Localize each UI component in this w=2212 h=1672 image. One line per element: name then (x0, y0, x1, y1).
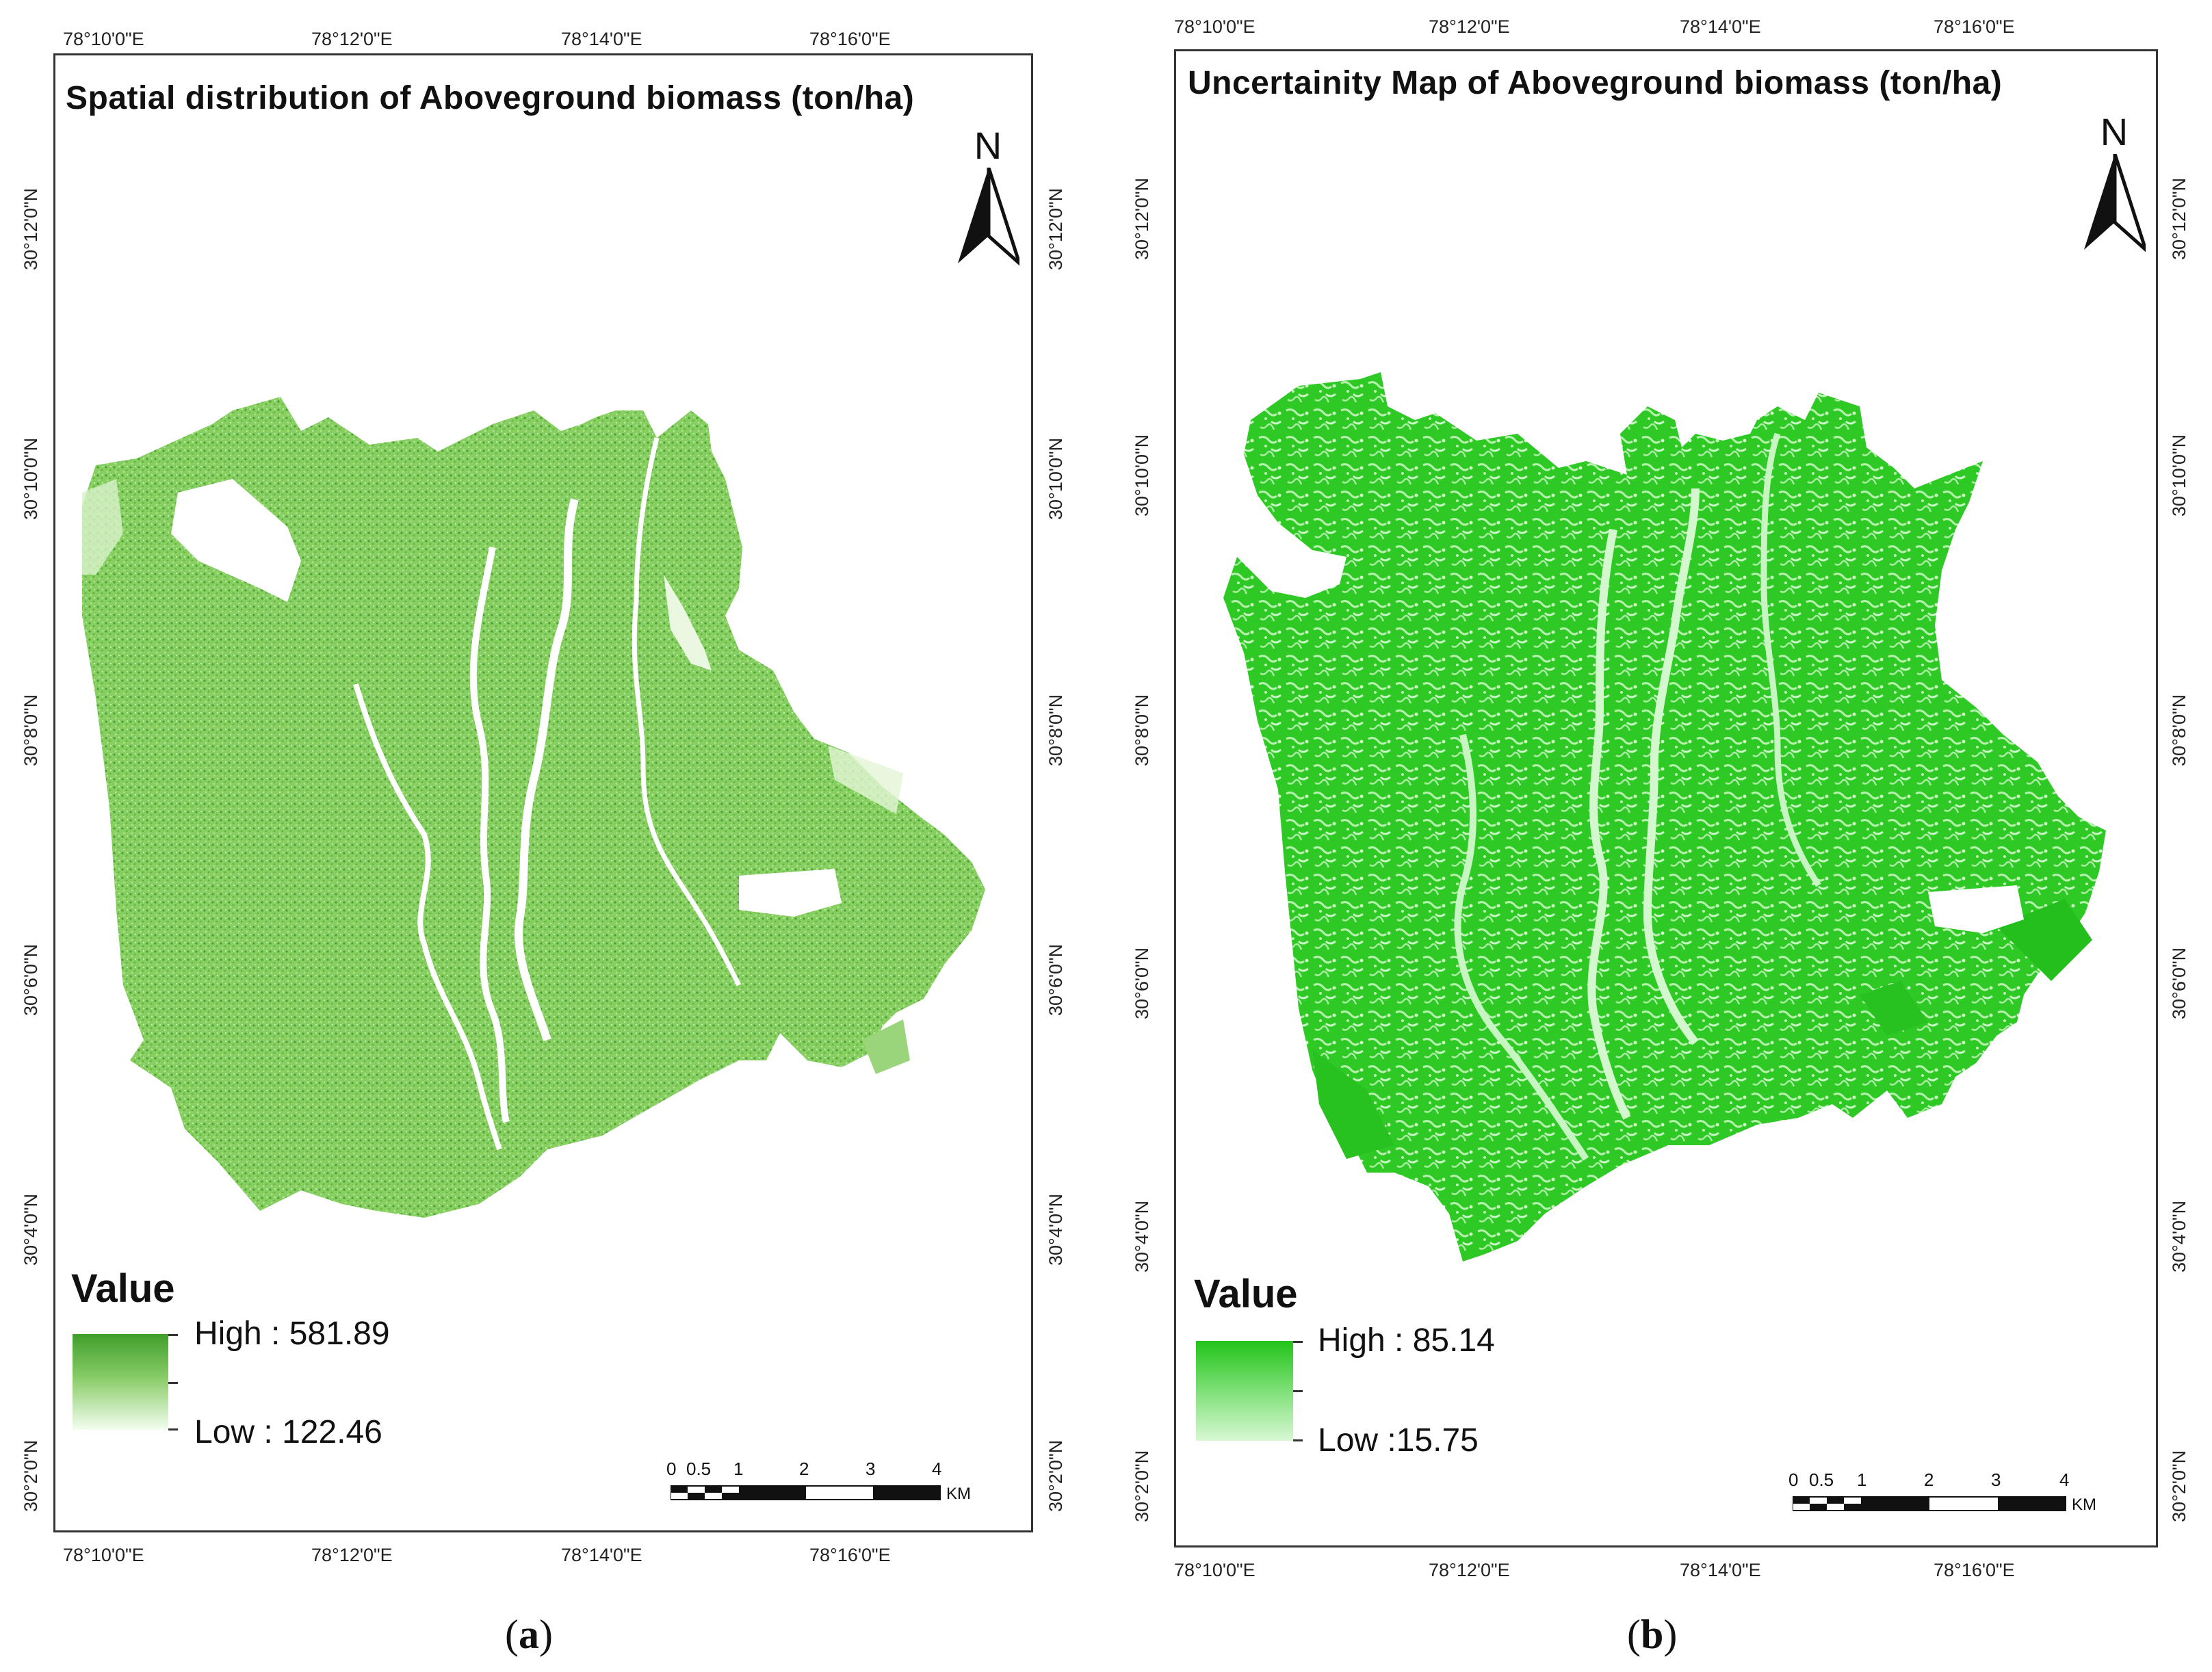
lon-label-bottom: 78°10'0"E (1174, 1560, 1255, 1580)
lat-label-left: 30°2'0"N (21, 1439, 41, 1512)
scale-label: 2 (799, 1459, 809, 1479)
scale-label: 4 (932, 1459, 942, 1479)
lon-label-top: 78°14'0"E (1680, 16, 1761, 37)
legend-tick (1293, 1439, 1303, 1441)
lat-label-left: 30°8'0"N (21, 694, 41, 766)
lat-label-left: 30°6'0"N (1132, 947, 1152, 1019)
caption-a: (a) (505, 1612, 553, 1657)
lon-label-bottom: 78°14'0"E (561, 1545, 642, 1565)
lat-label-right: 30°12'0"N (1045, 187, 1066, 270)
lat-label-right: 30°2'0"N (1045, 1439, 1066, 1512)
lon-label-bottom: 78°16'0"E (809, 1545, 891, 1565)
lat-label-left: 30°6'0"N (21, 943, 41, 1016)
lat-label-right: 30°10'0"N (2169, 434, 2189, 517)
lon-label-bottom: 78°14'0"E (1680, 1560, 1761, 1580)
lat-label-left: 30°4'0"N (1132, 1200, 1152, 1272)
lon-label-top: 78°12'0"E (1429, 16, 1510, 37)
scale-label: 3 (1991, 1469, 2001, 1490)
lon-label-bottom: 78°12'0"E (311, 1545, 393, 1565)
scale-bar (1793, 1496, 2066, 1511)
lon-label-bottom: 78°12'0"E (1429, 1560, 1510, 1580)
lat-label-right: 30°8'0"N (2169, 694, 2189, 766)
legend-low-label: Low : 122.46 (194, 1414, 382, 1450)
lon-label-top: 78°10'0"E (63, 29, 144, 49)
biomass-raster-map (82, 397, 985, 1218)
lon-label-top: 78°12'0"E (311, 29, 393, 49)
lon-label-top: 78°14'0"E (561, 29, 642, 49)
lat-label-left: 30°12'0"N (1132, 177, 1152, 260)
lat-label-right: 30°2'0"N (2169, 1450, 2189, 1522)
scale-label: 0 (1788, 1469, 1799, 1490)
lat-label-right: 30°6'0"N (2169, 947, 2189, 1019)
scale-unit: KM (946, 1485, 971, 1503)
legend-color-ramp (1196, 1341, 1293, 1441)
scale-label: 4 (2059, 1469, 2070, 1490)
lat-label-right: 30°8'0"N (1045, 694, 1066, 766)
scale-label: 0.5 (686, 1459, 712, 1479)
lat-label-left: 30°2'0"N (1132, 1450, 1152, 1522)
north-label: N (974, 124, 1002, 167)
legend-high-label: High : 581.89 (194, 1316, 390, 1352)
caption-letter: b (1640, 1612, 1664, 1657)
scale-label: 1 (1857, 1469, 1867, 1490)
lat-label-right: 30°6'0"N (1045, 943, 1066, 1016)
north-arrow-icon (2084, 154, 2146, 252)
lon-label-top: 78°16'0"E (809, 29, 891, 49)
scale-label: 0 (666, 1459, 677, 1479)
caption-b: (b) (1627, 1612, 1678, 1657)
north-arrow-icon (958, 168, 1019, 266)
map-title: Uncertainity Map of Aboveground biomass … (1188, 65, 2003, 101)
lon-label-top: 78°10'0"E (1174, 16, 1255, 37)
uncertainty-raster-map (1223, 372, 2106, 1262)
map-title: Spatial distribution of Aboveground biom… (66, 80, 915, 116)
legend-tick (1293, 1341, 1303, 1343)
scale-bar (671, 1485, 941, 1500)
lat-label-right: 30°4'0"N (2169, 1200, 2189, 1272)
legend-color-ramp (73, 1334, 168, 1430)
lon-label-bottom: 78°10'0"E (63, 1545, 144, 1565)
scale-label: 2 (1924, 1469, 1934, 1490)
scale-label: 0.5 (1809, 1469, 1834, 1490)
lat-label-left: 30°10'0"N (1132, 434, 1152, 517)
lon-label-bottom: 78°16'0"E (1934, 1560, 2015, 1580)
lon-label-top: 78°16'0"E (1934, 16, 2015, 37)
lat-label-left: 30°4'0"N (21, 1193, 41, 1266)
legend-heading: Value (71, 1266, 175, 1311)
lat-label-left: 30°8'0"N (1132, 694, 1152, 766)
scale-label: 3 (866, 1459, 876, 1479)
scale-unit: KM (2072, 1495, 2096, 1514)
lat-label-left: 30°12'0"N (21, 187, 41, 270)
legend-high-label: High : 85.14 (1318, 1322, 1495, 1359)
scale-label: 1 (733, 1459, 744, 1479)
lat-label-left: 30°10'0"N (21, 437, 41, 520)
lat-label-right: 30°12'0"N (2169, 177, 2189, 260)
legend-heading: Value (1194, 1272, 1298, 1316)
legend-tick (1293, 1390, 1303, 1392)
lat-label-right: 30°4'0"N (1045, 1193, 1066, 1266)
legend-tick (168, 1334, 178, 1336)
legend-tick (168, 1428, 178, 1431)
legend-tick (168, 1382, 178, 1384)
caption-letter: a (518, 1612, 539, 1657)
lat-label-right: 30°10'0"N (1045, 437, 1066, 520)
legend-low-label: Low :15.75 (1318, 1422, 1479, 1459)
north-label: N (2100, 110, 2129, 153)
